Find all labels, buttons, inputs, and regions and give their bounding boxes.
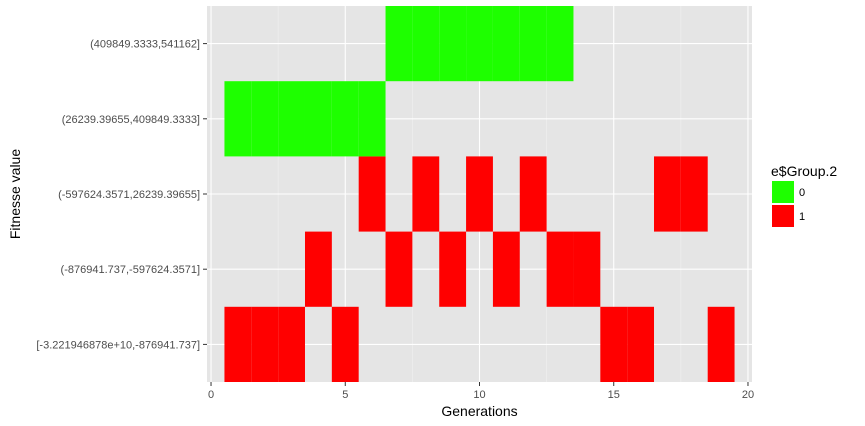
legend: e$Group.2 0 1 [771, 163, 837, 227]
heatmap-cell [546, 6, 574, 82]
heatmap-cell [278, 306, 305, 382]
heatmap-cell [385, 6, 413, 82]
heatmap-cell [680, 156, 708, 232]
heatmap-cell [573, 231, 601, 307]
legend-label-group-1: 1 [799, 211, 805, 223]
heatmap-cell [412, 156, 440, 232]
heatmap-cell [466, 6, 493, 82]
heatmap-cell [439, 6, 467, 82]
heatmap-cell [519, 156, 547, 232]
heatmap-cell [358, 81, 386, 157]
heatmap-cell [358, 156, 386, 232]
heatmap-cells [224, 6, 735, 382]
heatmap-cell [466, 156, 493, 232]
x-tick-label: 15 [608, 389, 620, 401]
x-axis-title: Generations [441, 403, 517, 419]
heatmap-cell [519, 6, 547, 82]
legend-key-group-0 [772, 181, 794, 203]
heatmap-cell [304, 81, 332, 157]
heatmap-cell [278, 81, 305, 157]
heatmap-cell [385, 231, 413, 307]
y-tick-label: (-597624.3571,26239.39655] [58, 189, 200, 201]
x-tick-label: 20 [742, 389, 754, 401]
heatmap-cell [224, 81, 252, 157]
heatmap-cell [439, 231, 467, 307]
y-tick-label: (-876941.737,-597624.3571] [61, 264, 200, 276]
heatmap-cell [546, 231, 574, 307]
axis-ticks: 0 5 10 15 20 [-3.221946878e+10,-876941.737] (-… [36, 39, 754, 401]
heatmap-cell [304, 231, 332, 307]
heatmap-cell [412, 6, 440, 82]
legend-key-group-1 [772, 205, 794, 227]
heatmap-cell [492, 6, 520, 82]
x-tick-label: 5 [342, 389, 348, 401]
y-tick-label: (409849.3333,541162] [90, 39, 200, 51]
heatmap-cell [707, 306, 735, 382]
y-tick-label: (26239.39655,409849.3333] [62, 114, 200, 126]
heatmap-cell [331, 306, 359, 382]
heatmap-cell [654, 156, 681, 232]
heatmap-cell [224, 306, 252, 382]
heatmap-cell [627, 306, 655, 382]
heatmap-cell [492, 231, 520, 307]
x-tick-label: 10 [473, 389, 485, 401]
y-tick-label: [-3.221946878e+10,-876941.737] [36, 339, 200, 351]
heatmap-cell [331, 81, 359, 157]
x-tick-label: 0 [208, 389, 214, 401]
legend-title: e$Group.2 [771, 163, 837, 179]
y-axis-title: Fitnesse value [7, 149, 23, 239]
heatmap-cell [251, 306, 279, 382]
heatmap-cell [251, 81, 279, 157]
heatmap-cell [600, 306, 628, 382]
legend-label-group-0: 0 [799, 187, 805, 199]
